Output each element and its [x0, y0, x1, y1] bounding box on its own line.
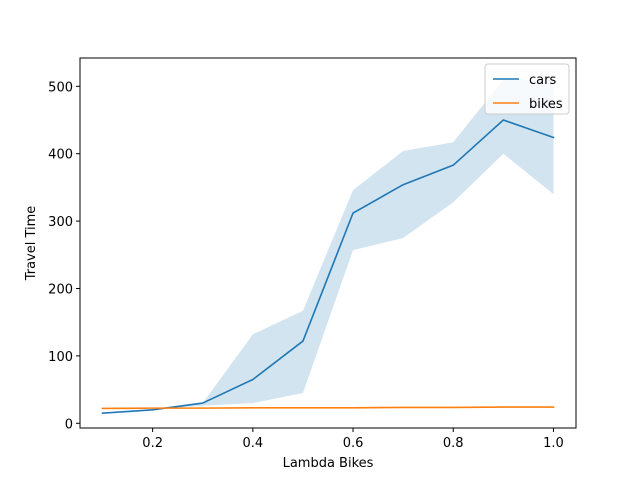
y-tick-label: 100: [48, 350, 73, 365]
series-cars-band: [102, 79, 554, 414]
y-tick-label: 400: [48, 148, 73, 163]
axis-ticks: 0.2 0.4 0.6 0.8 1.0 0 100 200 300 400 500: [48, 80, 564, 451]
y-tick-label: 0: [65, 417, 73, 432]
x-tick-label: 0.4: [243, 436, 264, 451]
legend-label-bikes: bikes: [529, 97, 563, 112]
axes-frame: [79, 57, 577, 429]
x-tick-label: 1.0: [543, 436, 564, 451]
y-axis-label: Travel Time: [24, 206, 39, 282]
y-tick-label: 200: [48, 282, 73, 297]
x-axis-label: Lambda Bikes: [283, 456, 374, 471]
series-bikes-line: [101, 406, 555, 410]
y-tick-label: 300: [48, 215, 73, 230]
y-tick-label: 500: [48, 80, 73, 95]
legend-label-cars: cars: [529, 73, 556, 88]
x-tick-label: 0.2: [142, 436, 163, 451]
legend: cars bikes: [484, 63, 570, 115]
x-tick-label: 0.8: [443, 436, 464, 451]
legend-box: [484, 63, 570, 115]
x-tick-label: 0.6: [343, 436, 364, 451]
series-cars-line: [101, 119, 555, 415]
plot-area: [101, 79, 555, 415]
